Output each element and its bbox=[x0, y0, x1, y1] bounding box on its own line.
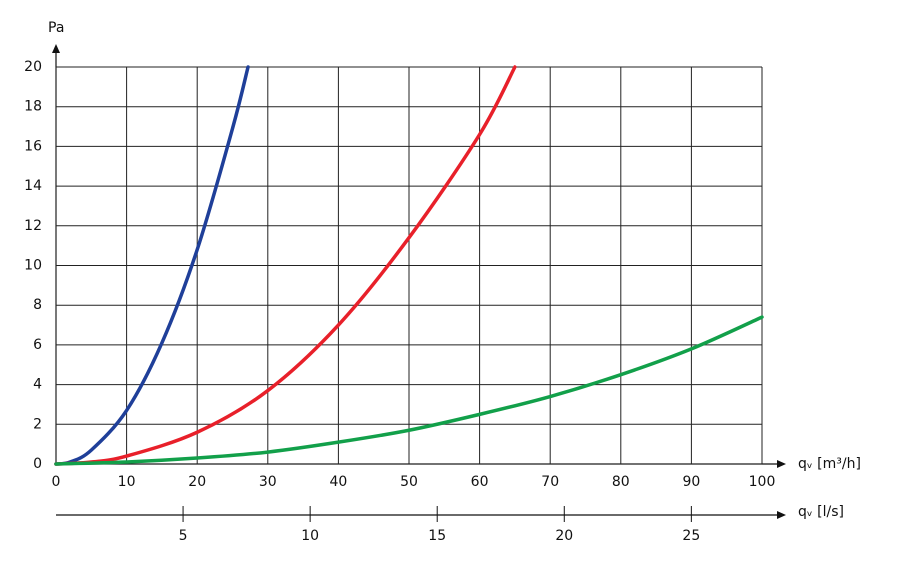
y-tick-label: 0 bbox=[33, 456, 42, 472]
x2-tick-label: 10 bbox=[301, 528, 319, 544]
y-tick-label: 16 bbox=[24, 138, 42, 154]
y-arrow bbox=[52, 44, 60, 53]
y-tick-label: 6 bbox=[33, 337, 42, 353]
y-tick-label: 4 bbox=[33, 377, 42, 393]
x-tick-label: 50 bbox=[400, 474, 418, 490]
x2-tick-label: 20 bbox=[555, 528, 573, 544]
x-tick-label: 0 bbox=[52, 474, 61, 490]
x-tick-label: 90 bbox=[682, 474, 700, 490]
y-tick-label: 8 bbox=[33, 297, 42, 313]
line-series bbox=[54, 65, 517, 466]
y-tick-label: 2 bbox=[33, 416, 42, 432]
x2-axis-label: qᵥ [l/s] bbox=[798, 504, 844, 520]
x2-tick-label: 5 bbox=[179, 528, 188, 544]
y-axis-label: Pa bbox=[48, 20, 64, 36]
x-tick-label: 100 bbox=[749, 474, 776, 490]
y-tick-label: 10 bbox=[24, 258, 42, 274]
x-arrow bbox=[777, 460, 786, 468]
x-tick-label: 10 bbox=[118, 474, 136, 490]
x-tick-label: 80 bbox=[612, 474, 630, 490]
x-tick-label: 30 bbox=[259, 474, 277, 490]
y-tick-label: 12 bbox=[24, 218, 42, 234]
x-tick-label: 70 bbox=[541, 474, 559, 490]
x2-arrow bbox=[777, 511, 786, 519]
x-axis-label: qᵥ [m³/h] bbox=[798, 456, 861, 472]
x-tick-label: 60 bbox=[471, 474, 489, 490]
x2-tick-label: 15 bbox=[428, 528, 446, 544]
x-tick-label: 40 bbox=[329, 474, 347, 490]
x-tick-label: 20 bbox=[188, 474, 206, 490]
y-tick-label: 14 bbox=[24, 178, 42, 194]
y-tick-label: 20 bbox=[24, 59, 42, 75]
y-tick-label: 18 bbox=[24, 99, 42, 115]
x2-tick-label: 25 bbox=[682, 528, 700, 544]
line-series bbox=[54, 315, 764, 466]
line-series bbox=[54, 65, 250, 466]
